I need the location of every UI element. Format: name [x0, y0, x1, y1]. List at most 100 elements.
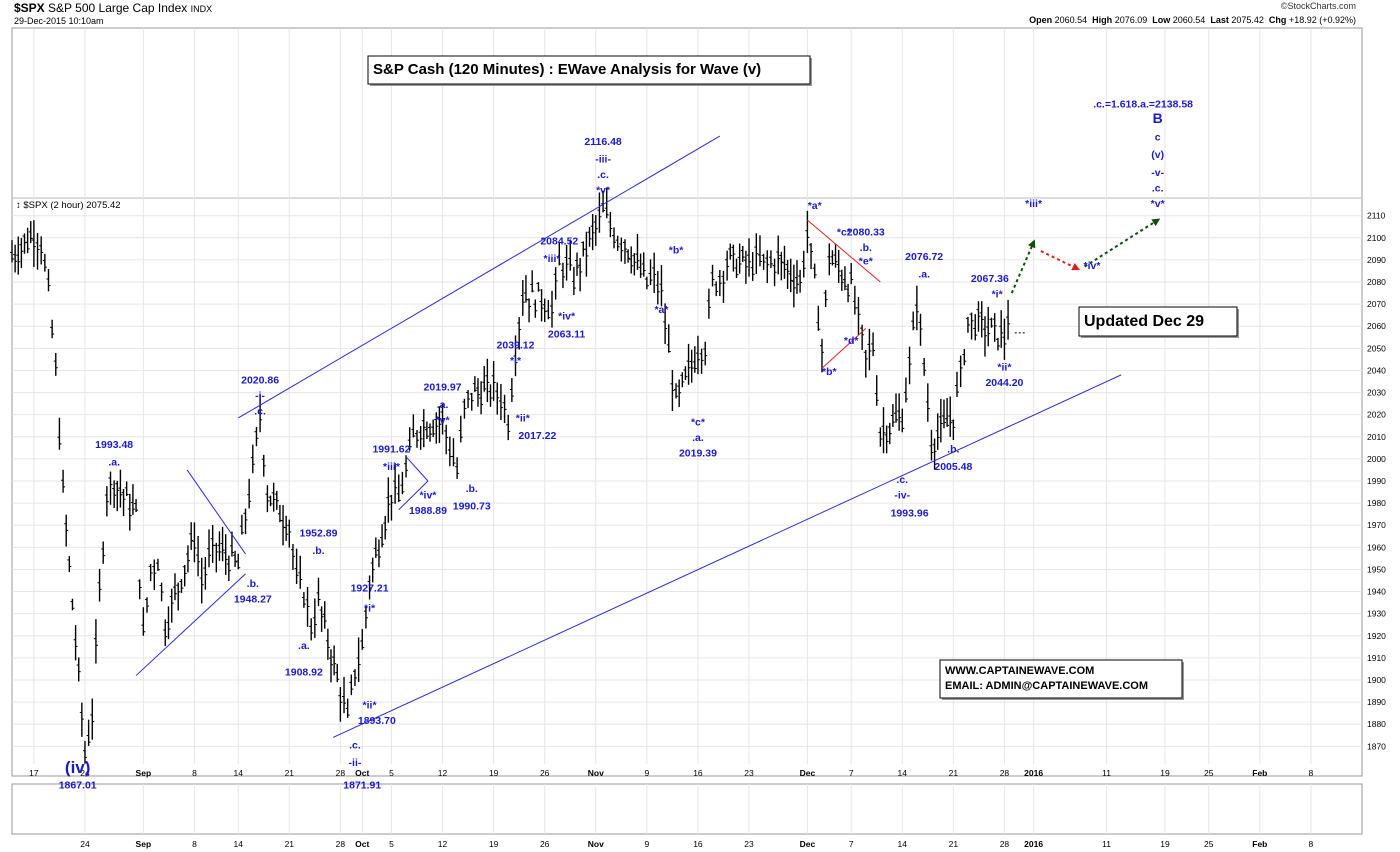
contact-box-text: WWW.CAPTAINEWAVE.COM	[945, 665, 1094, 677]
wave-label: 1948.27	[234, 594, 272, 606]
y-tick-label: 1930	[1367, 609, 1386, 619]
wave-label: 2116.48	[584, 136, 622, 148]
x-tick-label-bottom: 25	[1204, 839, 1214, 849]
wave-label: 1908.92	[285, 667, 323, 679]
wave-label: *iii*	[1025, 198, 1043, 210]
x-tick-label-bottom: 19	[1160, 839, 1170, 849]
wave-label: *v*	[436, 415, 451, 427]
projection-arrow-up	[1010, 239, 1036, 294]
quote-line: Open 2060.54 High 2076.09 Low 2060.54 La…	[1029, 15, 1356, 25]
x-tick-label-bottom: 7	[849, 839, 854, 849]
red-triangle-upper	[807, 219, 881, 283]
x-tick-label-top: Sep	[136, 768, 152, 778]
y-tick-label: 2080	[1367, 277, 1386, 287]
y-tick-label: 2090	[1367, 255, 1386, 265]
last-value: 2075.42	[1231, 15, 1264, 25]
wave-label: B	[1153, 110, 1163, 126]
projection-arrow-up	[1084, 218, 1161, 268]
y-tick-label: 2110	[1367, 211, 1386, 221]
y-tick-label: 1960	[1367, 542, 1386, 552]
x-tick-label-bottom: Sep	[136, 839, 152, 849]
wave-label: 1993.96	[891, 507, 929, 519]
wedge-lower-line	[398, 480, 429, 511]
wave-label: (iv)	[65, 758, 91, 777]
y-tick-label: 1950	[1367, 564, 1386, 574]
projection-arrow-down	[1040, 250, 1081, 271]
x-tick-label-bottom: 12	[438, 839, 448, 849]
y-tick-label: 1920	[1367, 631, 1386, 641]
x-tick-label-top: 23	[744, 768, 754, 778]
x-tick-label-top: Dec	[800, 768, 816, 778]
x-tick-label-top: 8	[1309, 768, 1314, 778]
wave-label: 2080.33	[847, 227, 885, 239]
wave-label: *e*	[859, 255, 874, 267]
y-tick-label: 2000	[1367, 454, 1386, 464]
wave-label: *a*	[808, 200, 823, 212]
x-tick-label-top: 9	[644, 768, 649, 778]
y-tick-label: 2060	[1367, 321, 1386, 331]
x-tick-label-bottom: 8	[192, 839, 197, 849]
x-tick-label-top: 14	[233, 768, 243, 778]
symbol: $SPX	[14, 1, 45, 15]
wave-label: *i*	[364, 602, 376, 614]
wave-label: .a.	[298, 640, 310, 652]
channel-lower-line	[332, 374, 1122, 738]
y-tick-label: 2050	[1367, 343, 1386, 353]
wave-label: *d*	[844, 335, 860, 347]
y-tick-label: 2010	[1367, 432, 1386, 442]
x-tick-label-bottom: 5	[389, 839, 394, 849]
high-label: High	[1092, 15, 1113, 25]
y-tick-label: 1910	[1367, 653, 1386, 663]
last-label: Last	[1210, 15, 1229, 25]
x-tick-label-top: 8	[192, 768, 197, 778]
wave-label: .b.	[312, 545, 324, 557]
wave-label: *iv*	[558, 311, 576, 323]
wave-label: 2044.20	[985, 377, 1023, 389]
x-tick-label-bottom: 23	[744, 839, 754, 849]
x-tick-label-bottom: Dec	[800, 839, 816, 849]
wave-label: -iv-	[894, 490, 910, 502]
wave-label: *b*	[822, 366, 838, 378]
x-tick-label-top: 21	[285, 768, 295, 778]
x-tick-label-bottom: 28	[336, 839, 346, 849]
wave-label: .a.	[692, 432, 704, 444]
wave-label: 2067.36	[971, 273, 1009, 285]
open-label: Open	[1029, 15, 1053, 25]
open-value: 2060.54	[1054, 15, 1088, 25]
red-triangle-lower	[821, 328, 867, 369]
wave-label: -i-	[255, 390, 265, 402]
contact-box-text: EMAIL: ADMIN@CAPTAINEWAVE.COM	[945, 680, 1148, 692]
wave-label: *iii*	[544, 253, 562, 265]
x-tick-label-bottom: 24	[80, 839, 90, 849]
triangle-lower-line	[135, 573, 246, 676]
wave-label: *v*	[596, 185, 611, 197]
x-tick-label-top: 12	[438, 768, 448, 778]
stockcharts-brand: ©StockCharts.com	[1280, 1, 1356, 11]
title-box-text: S&P Cash (120 Minutes) : EWave Analysis …	[373, 61, 761, 78]
x-tick-label-top: 19	[489, 768, 499, 778]
wave-label: *ii*	[997, 361, 1012, 373]
chg-label: Chg	[1268, 15, 1287, 25]
x-tick-label-bottom: Feb	[1252, 839, 1267, 849]
wave-label: *iv*	[419, 490, 437, 502]
wave-label: 1952.89	[300, 527, 338, 539]
wave-label: .b.	[947, 443, 959, 455]
y-tick-label: 2020	[1367, 410, 1386, 420]
series-label: ↕ $SPX (2 hour) 2075.42	[16, 200, 121, 211]
wave-label: *i*	[510, 355, 522, 367]
wave-label: .b.	[247, 578, 259, 590]
wave-label: *b*	[669, 244, 685, 256]
x-tick-label-bottom: 21	[949, 839, 959, 849]
x-tick-label-top: 28	[1000, 768, 1010, 778]
wave-label: 2084.52	[540, 235, 578, 247]
wave-label: *a*	[654, 304, 669, 316]
x-tick-label-top: 17	[29, 768, 39, 778]
chart-header-title: $SPX S&P 500 Large Cap Index INDX	[14, 1, 212, 15]
x-tick-label-bottom: 16	[693, 839, 703, 849]
y-tick-label: 2100	[1367, 233, 1386, 243]
wave-label: .a.	[437, 399, 449, 411]
wave-label: *i*	[992, 288, 1004, 300]
wave-label: 1988.89	[409, 505, 447, 517]
